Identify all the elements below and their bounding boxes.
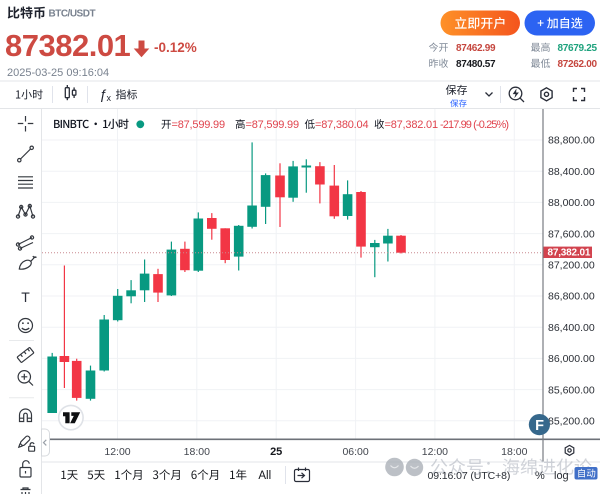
svg-text:12:00: 12:00 [104,446,130,458]
svg-text:88,000.00: 88,000.00 [548,197,595,209]
svg-text:=87,599.99: =87,599.99 [172,119,225,131]
svg-text:09:16:07 (UTC+8): 09:16:07 (UTC+8) [428,470,511,482]
svg-text:87480.57: 87480.57 [456,59,496,70]
svg-text:87382.01: 87382.01 [5,28,131,63]
svg-text:=87,382.01: =87,382.01 [385,119,438,131]
svg-text:log: log [554,470,569,482]
svg-text:85,200.00: 85,200.00 [548,416,595,428]
svg-text:86,000.00: 86,000.00 [548,353,595,365]
svg-text:88,800.00: 88,800.00 [548,135,595,147]
svg-text:=87,380.04: =87,380.04 [315,119,368,131]
svg-text:12:00: 12:00 [422,446,448,458]
svg-text:85,600.00: 85,600.00 [548,384,595,396]
svg-text:-0.12%: -0.12% [154,40,197,55]
svg-text:ƒ: ƒ [99,86,107,102]
svg-text:87,382.01: 87,382.01 [548,248,591,259]
svg-text:-217.99 (-0.25%): -217.99 (-0.25%) [440,119,508,131]
svg-text:87,600.00: 87,600.00 [548,228,595,240]
svg-text:%: % [535,470,545,482]
svg-text:06:00: 06:00 [342,446,368,458]
svg-text:87679.25: 87679.25 [558,43,598,54]
svg-text:86,400.00: 86,400.00 [548,322,595,334]
svg-text:18:00: 18:00 [184,446,210,458]
svg-text:88,400.00: 88,400.00 [548,166,595,178]
svg-text:86,800.00: 86,800.00 [548,291,595,303]
svg-text:87262.00: 87262.00 [558,59,598,70]
svg-text:=87,599.99: =87,599.99 [246,119,299,131]
svg-text:25: 25 [270,446,282,458]
svg-text:87,200.00: 87,200.00 [548,260,595,272]
svg-text:F: F [535,418,544,434]
svg-text:BTC/USDT: BTC/USDT [49,9,96,20]
svg-text:2025-03-25 09:16:04: 2025-03-25 09:16:04 [7,67,109,79]
svg-text:All: All [258,470,271,482]
svg-text:x: x [107,93,112,103]
svg-text:T: T [21,289,30,305]
svg-text:18:00: 18:00 [501,446,527,458]
svg-text:87462.99: 87462.99 [456,43,496,54]
